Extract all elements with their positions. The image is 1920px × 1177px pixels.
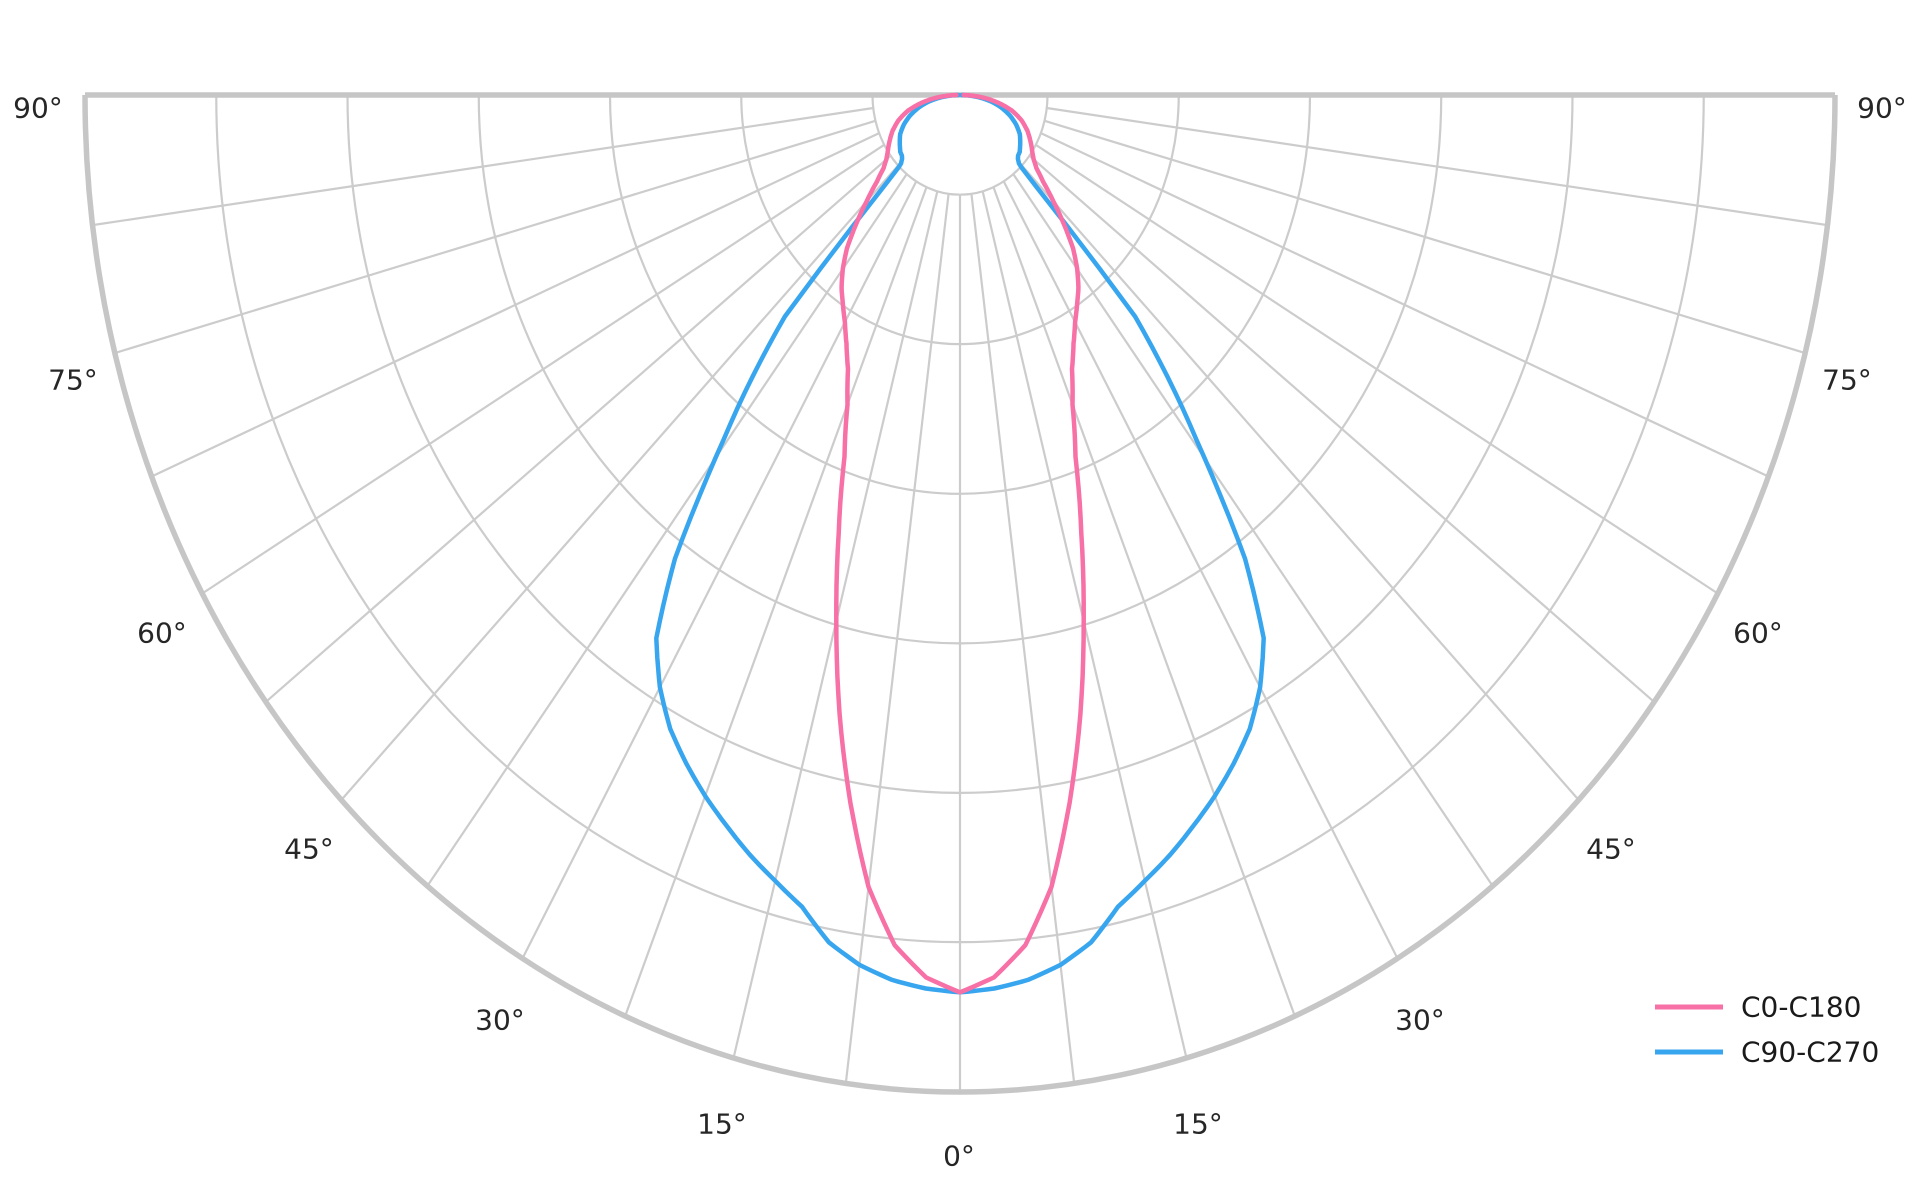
angle-tick-labels: 0° 15° 15° 30° 30° 45° 45° 60° 60° 75° 75° 90° 90°	[13, 92, 1907, 1173]
series-line-c0-c180	[834, 92, 1086, 995]
grid-ray	[265, 154, 892, 703]
grid-ray	[521, 180, 918, 959]
grid-ray	[1044, 119, 1806, 355]
angle-grid-lines	[92, 106, 1828, 1092]
grid-ray	[114, 119, 876, 355]
grid-ray	[1046, 106, 1828, 227]
legend-label-c0-c180: C0-C180	[1741, 991, 1861, 1024]
grid-ray	[426, 173, 908, 887]
theta-tick-label-15: 15°	[697, 1108, 747, 1141]
theta-tick-label-45: 45°	[1586, 833, 1636, 866]
grid-ray	[1035, 143, 1719, 595]
grid-ray	[92, 106, 874, 227]
theta-tick-label-30: 30°	[1395, 1004, 1445, 1037]
intensity-curves	[654, 92, 1266, 995]
theta-tick-label-45: 45°	[284, 833, 334, 866]
grid-ray	[1012, 173, 1494, 887]
theta-tick-label-0: 0°	[943, 1140, 975, 1173]
grid-ray	[970, 193, 1076, 1084]
theta-tick-label-15: 15°	[1173, 1108, 1223, 1141]
theta-tick-label-30: 30°	[475, 1004, 525, 1037]
grid-ray	[624, 186, 928, 1017]
legend: C0-C180 C90-C270	[1655, 991, 1879, 1069]
theta-tick-label-75: 75°	[1822, 364, 1872, 397]
grid-ray	[201, 143, 885, 595]
theta-tick-label-90: 90°	[13, 92, 63, 125]
theta-tick-label-90: 90°	[1857, 92, 1907, 125]
theta-tick-label-60: 60°	[1733, 617, 1783, 650]
grid-ray	[992, 186, 1296, 1017]
theta-tick-label-75: 75°	[48, 364, 98, 397]
grid-ray	[1040, 132, 1769, 478]
grid-ray	[340, 164, 899, 801]
grid-ray	[844, 193, 950, 1084]
grid-ray	[151, 132, 880, 478]
grid-ray	[1028, 154, 1655, 703]
legend-label-c90-c270: C90-C270	[1741, 1036, 1879, 1069]
grid-ray	[1021, 164, 1580, 801]
boundary-arc	[82, 94, 1838, 1095]
theta-tick-label-60: 60°	[137, 617, 187, 650]
grid-ray	[1002, 180, 1399, 959]
